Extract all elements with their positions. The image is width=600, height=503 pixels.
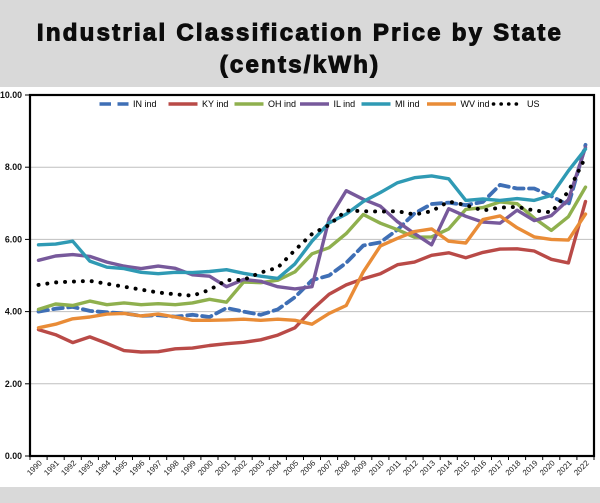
svg-text:KY ind: KY ind (202, 99, 228, 109)
svg-text:OH ind: OH ind (268, 99, 296, 109)
svg-text:0.00: 0.00 (5, 451, 22, 461)
svg-text:(cents/kWh): (cents/kWh) (220, 52, 381, 79)
svg-text:US: US (527, 99, 540, 109)
svg-text:8.00: 8.00 (5, 162, 22, 172)
svg-text:MI ind: MI ind (395, 99, 420, 109)
svg-text:6.00: 6.00 (5, 234, 22, 244)
svg-text:IL ind: IL ind (334, 99, 356, 109)
svg-text:2.00: 2.00 (5, 379, 22, 389)
svg-text:IN ind: IN ind (133, 99, 157, 109)
svg-text:10.00: 10.00 (0, 90, 22, 100)
svg-text:Industrial Classification Pric: Industrial Classification Price by State (37, 20, 563, 47)
svg-text:WV ind: WV ind (461, 99, 490, 109)
svg-text:4.00: 4.00 (5, 307, 22, 317)
